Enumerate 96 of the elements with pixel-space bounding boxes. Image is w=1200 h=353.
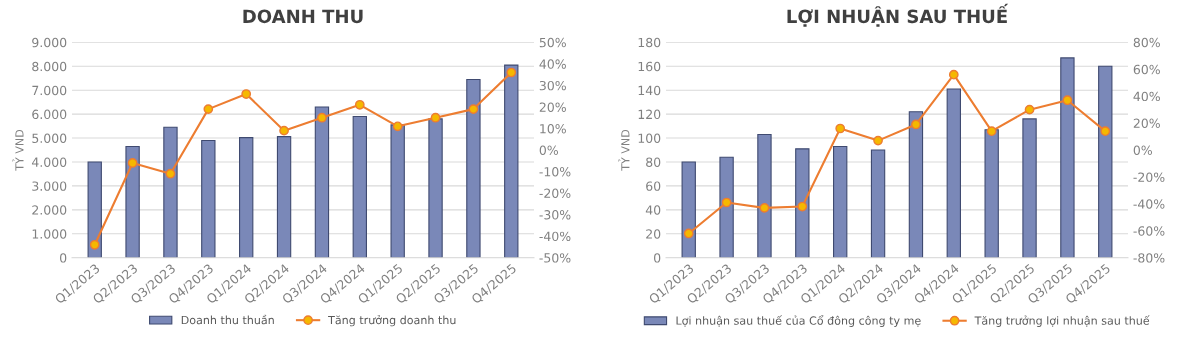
point <box>354 99 365 110</box>
y2-tick-label: -30% <box>539 210 571 220</box>
y2-tick-label: 60% <box>1133 64 1160 75</box>
bar <box>87 161 102 258</box>
legend-label: Tăng trưởng doanh thu <box>328 315 456 327</box>
y2-tick-label: -10% <box>539 167 571 177</box>
bar <box>719 156 734 258</box>
point <box>279 125 289 136</box>
point <box>948 69 959 80</box>
point <box>986 126 997 137</box>
bar <box>795 148 810 258</box>
bar <box>276 136 292 258</box>
chart-title: DOANH THU <box>243 9 363 24</box>
y2-tick-label: 40% <box>1133 91 1160 102</box>
y2-tick-label: 20% <box>539 102 566 112</box>
y-tick-label: 1.000 <box>32 229 67 239</box>
point <box>721 197 732 208</box>
y2-tick-label: 10% <box>540 123 566 134</box>
y2-tick-label: -40% <box>1133 199 1165 209</box>
y2-tick-label: -60% <box>1133 226 1165 236</box>
bar <box>757 133 772 258</box>
y2-tick-label: 80% <box>1133 37 1160 48</box>
point <box>468 104 479 114</box>
point <box>430 112 441 123</box>
y2-tick-label: 30% <box>539 80 566 91</box>
point <box>797 201 808 212</box>
bar <box>946 88 961 258</box>
bar <box>833 145 848 258</box>
point <box>203 104 214 114</box>
y2-tick-label: 0% <box>539 145 558 155</box>
point <box>873 135 883 146</box>
y-tick-label: 100 <box>638 133 661 143</box>
y2-tick-label: -80% <box>1133 253 1165 263</box>
y-axis-title: TỶ VND <box>12 129 24 171</box>
y-tick-label: 2.000 <box>32 205 67 215</box>
y-tick-label: 60 <box>646 181 661 191</box>
y2-tick-label: 20% <box>1133 118 1160 129</box>
y2-tick-label: -50% <box>539 253 571 263</box>
y2-tick-label: -20% <box>539 188 571 199</box>
point <box>317 112 327 123</box>
bar <box>870 149 886 258</box>
y-tick-label: 8.000 <box>32 61 67 72</box>
y-tick-label: 0 <box>60 253 67 263</box>
y-tick-label: 120 <box>638 109 661 120</box>
bar <box>163 126 178 258</box>
y-tick-label: 3.000 <box>32 181 67 191</box>
point <box>165 168 176 179</box>
bar <box>1098 65 1113 258</box>
y-tick-label: 20 <box>646 229 661 239</box>
bar <box>428 118 443 258</box>
chart-title: LỢI NHUẬN SAU THUẾ <box>787 3 1009 27</box>
point <box>89 239 100 250</box>
bar <box>125 145 140 258</box>
bar <box>908 111 924 258</box>
point <box>1062 95 1073 106</box>
legend-label: Lợi nhuận sau thuế của Cổ đông công ty mẹ <box>676 315 921 327</box>
y-tick-label: 80 <box>646 157 661 167</box>
bar <box>681 161 696 258</box>
point <box>1024 104 1035 115</box>
y2-tick-label: -20% <box>1133 172 1165 182</box>
point <box>506 67 517 78</box>
legend-label: Tăng trưởng lợi nhuận sau thuế <box>974 315 1150 327</box>
y-tick-label: 4.000 <box>31 157 67 167</box>
y2-tick-label: -40% <box>539 231 571 242</box>
y-tick-label: 9.000 <box>32 37 67 48</box>
y-tick-label: 160 <box>638 61 661 72</box>
bar <box>984 129 999 258</box>
bar <box>390 124 405 258</box>
y-tick-label: 5.000 <box>32 133 67 143</box>
bar <box>201 139 216 258</box>
bar <box>1022 118 1037 258</box>
point <box>241 89 252 99</box>
legend-label: Doanh thu thuần <box>181 314 274 325</box>
point <box>127 158 138 168</box>
bar <box>314 106 330 258</box>
y-axis-title: TỶ VND <box>618 129 630 171</box>
bar <box>239 137 254 258</box>
y-tick-label: 140 <box>638 85 661 96</box>
point <box>911 119 921 130</box>
y2-tick-label: 0% <box>1133 145 1152 155</box>
bar <box>466 78 481 258</box>
y2-tick-label: 50% <box>539 37 566 48</box>
point <box>1100 126 1111 137</box>
y-tick-label: 180 <box>638 37 661 48</box>
point <box>392 121 403 132</box>
y-tick-label: 6.000 <box>32 109 67 120</box>
y2-tick-label: 40% <box>539 59 566 69</box>
point <box>759 203 770 213</box>
y-tick-label: 0 <box>654 253 661 263</box>
point <box>683 228 694 239</box>
bar <box>352 115 367 258</box>
point <box>835 123 846 134</box>
y-tick-label: 40 <box>645 205 661 215</box>
bar <box>504 64 519 258</box>
y-tick-label: 7.000 <box>32 85 67 96</box>
bar <box>1060 57 1075 258</box>
